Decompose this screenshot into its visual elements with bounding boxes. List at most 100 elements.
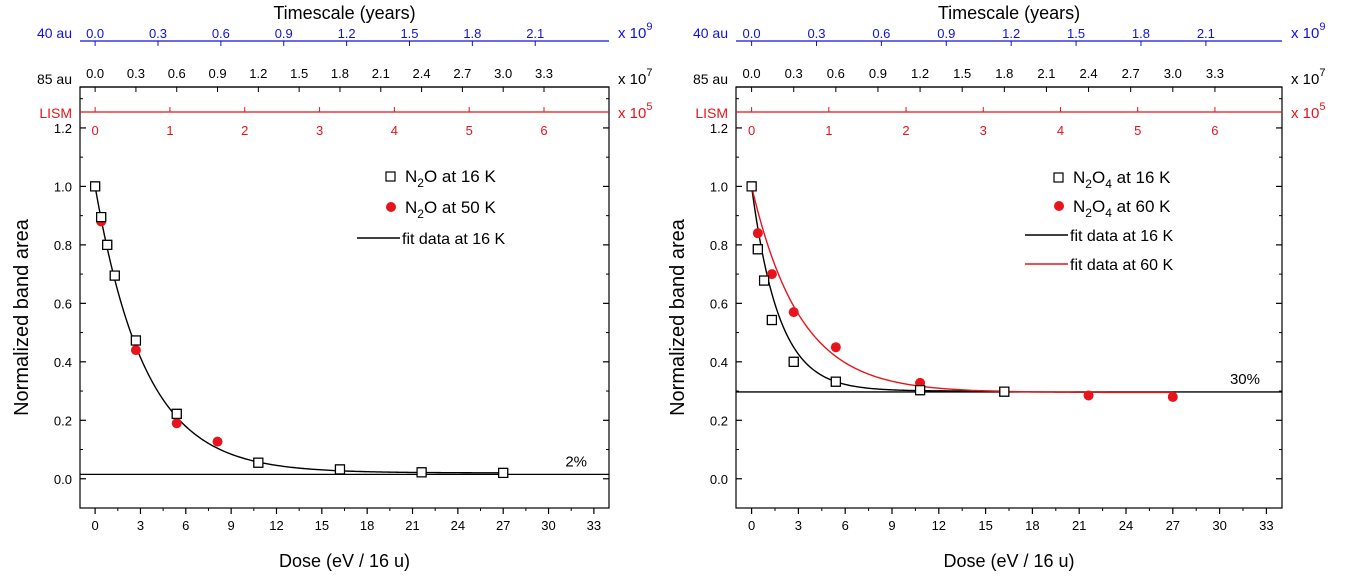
data-point-circle <box>830 342 841 353</box>
x-tick-label: 30 <box>541 518 555 533</box>
top-axis-tick-label: 2.7 <box>453 66 471 81</box>
top-axis-tick-label: 0 <box>748 123 755 138</box>
y-tick-label: 0.0 <box>710 472 728 487</box>
legend-marker-square <box>385 171 396 182</box>
top-axis-tick-label: 1.5 <box>953 66 971 81</box>
top-axis-tick-label: 2.4 <box>1080 66 1098 81</box>
top-axis-tick-label: 3 <box>316 123 323 138</box>
y-tick-label: 0.6 <box>54 296 72 311</box>
legend-entry-label: N2O4 at 16 K <box>1073 168 1171 191</box>
data-point-square <box>830 376 841 387</box>
top-axis-tick-label: 5 <box>466 123 473 138</box>
top-axis-tick-label: 3 <box>980 123 987 138</box>
top-axis-tick-label: 3.0 <box>1164 66 1182 81</box>
x-tick-label: 21 <box>405 518 419 533</box>
x-tick-label: 30 <box>1212 518 1226 533</box>
data-point-square <box>90 181 101 192</box>
top-axis-label: LISM <box>695 105 728 121</box>
x-tick-label: 9 <box>888 518 895 533</box>
top-axis-tick-label: 1.5 <box>400 26 418 41</box>
top-axis-tick-label: 3.3 <box>535 66 553 81</box>
x-tick-label: 9 <box>228 518 235 533</box>
x-tick-label: 15 <box>315 518 329 533</box>
x-axis-title: Dose (eV / 16 u) <box>943 551 1074 571</box>
x-tick-label: 0 <box>748 518 755 533</box>
top-axis-label: 85 au <box>693 71 728 87</box>
x-tick-label: 24 <box>1119 518 1133 533</box>
top-axis-tick-label: 2.1 <box>1037 66 1055 81</box>
top-axis-label: 85 au <box>37 71 72 87</box>
top-axis-multiplier: x 109 <box>1291 21 1325 42</box>
plot-frame <box>735 86 1283 509</box>
x-tick-label: 27 <box>1166 518 1180 533</box>
plot-frame <box>79 86 610 509</box>
x-tick-label: 33 <box>587 518 601 533</box>
top-axis-tick-label: 0.0 <box>743 26 761 41</box>
top-axis-tick-label: 2.1 <box>372 66 390 81</box>
data-point-square <box>96 212 107 223</box>
top-axis-multiplier: x 107 <box>1291 67 1325 88</box>
top-axis-tick-label: 6 <box>540 123 547 138</box>
top-axis-tick-label: 3.0 <box>494 66 512 81</box>
top-axis-tick-label: 0.9 <box>869 66 887 81</box>
data-point-square <box>914 385 926 396</box>
top-axis-tick-label: 0.3 <box>785 66 803 81</box>
data-point-circle <box>766 269 777 280</box>
data-point-square <box>130 335 142 346</box>
data-point-square <box>999 386 1010 397</box>
y-tick-label: 0.2 <box>54 413 72 428</box>
data-point-circle <box>752 228 763 239</box>
data-point-square <box>334 464 346 475</box>
data-point-square <box>109 270 120 281</box>
top-axis-tick-label: 5 <box>1134 123 1141 138</box>
top-axis-tick-label: 1.8 <box>1132 26 1150 41</box>
data-point-square <box>498 467 509 479</box>
top-axis-tick-label: 1.2 <box>338 26 356 41</box>
top-axis-tick-label: 0.9 <box>937 26 955 41</box>
top-axis-title: Timescale (years) <box>938 3 1080 23</box>
top-axis-tick-label: 0.3 <box>807 26 825 41</box>
x-tick-label: 27 <box>496 518 510 533</box>
x-tick-label: 18 <box>1025 518 1039 533</box>
x-tick-label: 6 <box>182 518 189 533</box>
top-axis-tick-label: 0.0 <box>86 66 104 81</box>
top-axis-multiplier: x 105 <box>1291 101 1325 122</box>
data-point-circle <box>130 345 141 356</box>
legend-entry-label: N2O at 50 K <box>405 198 496 221</box>
top-axis-tick-label: 4 <box>391 123 398 138</box>
data-point-circle <box>212 436 223 447</box>
data-point-square <box>788 356 799 367</box>
top-axis-tick-label: 3.3 <box>1206 66 1224 81</box>
legend-marker-circle <box>386 202 396 212</box>
top-axis-tick-label: 2.1 <box>1197 26 1215 41</box>
top-axis-tick-label: 0.0 <box>743 66 761 81</box>
legend-entry-label: fit data at 60 K <box>1070 257 1174 274</box>
top-axis-tick-label: 0.6 <box>872 26 890 41</box>
x-tick-label: 18 <box>360 518 374 533</box>
x-tick-label: 12 <box>932 518 946 533</box>
top-axis-tick-label: 2 <box>241 123 248 138</box>
legend-entry-label: N2O4 at 60 K <box>1073 197 1171 220</box>
top-axis-tick-label: 2 <box>902 123 909 138</box>
x-tick-label: 12 <box>269 518 283 533</box>
fit-curve <box>750 186 1005 392</box>
reference-line-label: 30% <box>1230 371 1260 388</box>
fit-curve <box>750 186 1173 394</box>
top-axis-tick-label: 1.8 <box>995 66 1013 81</box>
data-point-square <box>752 244 763 255</box>
top-axis-tick-label: 0.3 <box>127 66 145 81</box>
x-tick-label: 24 <box>451 518 465 533</box>
top-axis-tick-label: 2.1 <box>526 26 544 41</box>
data-point-circle <box>1083 390 1094 401</box>
top-axis-label: 40 au <box>693 25 728 41</box>
top-axis-tick-label: 1.5 <box>290 66 308 81</box>
x-tick-label: 21 <box>1072 518 1086 533</box>
legend-marker-square <box>1053 172 1064 183</box>
y-tick-label: 0.4 <box>710 355 728 370</box>
legend-entry-label: fit data at 16 K <box>1070 228 1174 245</box>
top-axis-tick-label: 1 <box>825 123 832 138</box>
top-axis-tick-label: 1 <box>166 123 173 138</box>
data-point-square <box>746 181 757 192</box>
legend: N2O at 16 K N2O at 50 K fit data at 16 K <box>357 167 506 248</box>
